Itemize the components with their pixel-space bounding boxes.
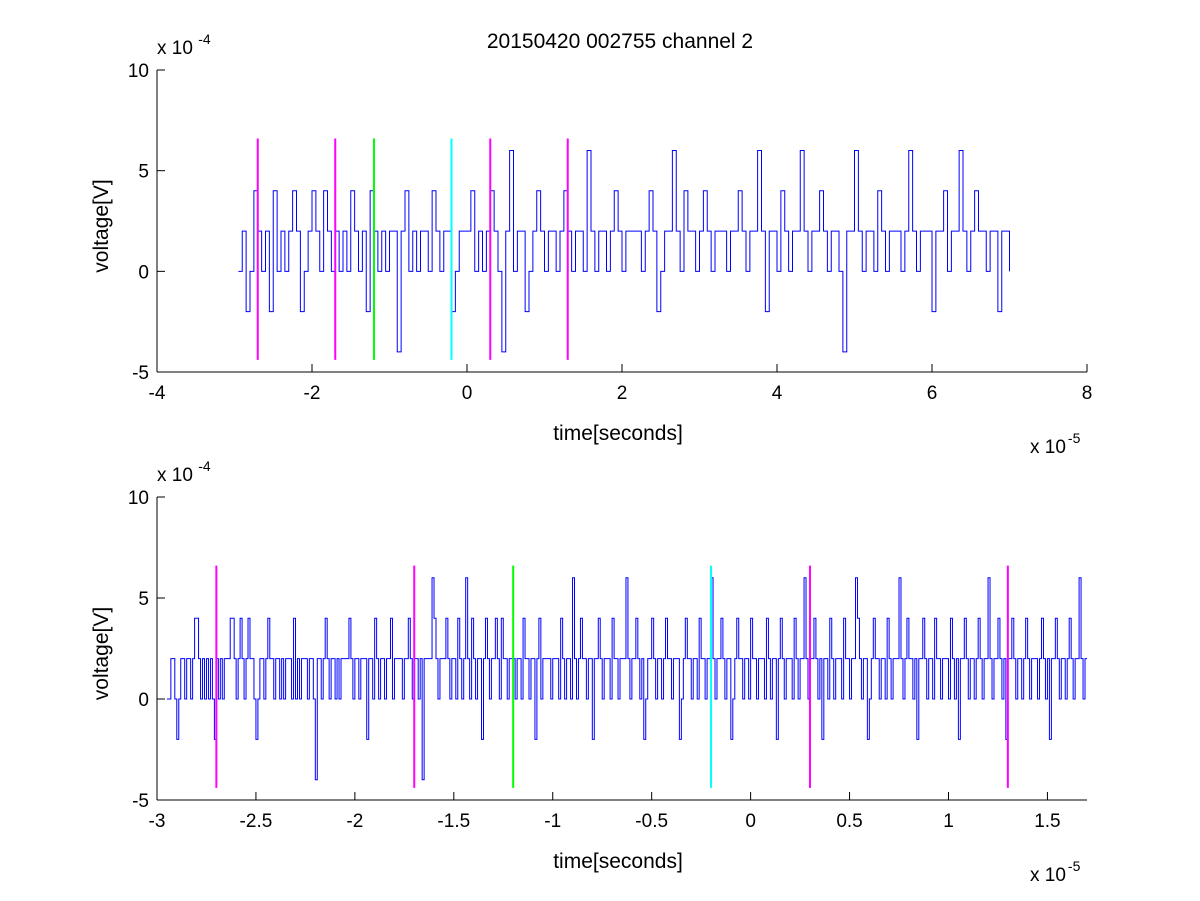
x-tick-label: 0 <box>745 811 756 832</box>
y-tick-label: 0 <box>138 690 149 711</box>
signal-series-line <box>166 577 1087 781</box>
y-tick-label: 10 <box>128 488 149 509</box>
top-subplot: -4 -2 0 2 4 6 8 -5 0 5 10 time[seconds] voltage[V] x … <box>90 31 1092 458</box>
x-tick-label: -2 <box>346 811 363 832</box>
y-tick-label: 0 <box>138 262 149 283</box>
x-axis-label: time[seconds] <box>553 422 683 445</box>
y-tick-label: 5 <box>138 589 149 610</box>
y-exponent-label: x 10 -4 <box>157 458 211 486</box>
y-exponent-label: x 10 -4 <box>157 31 211 59</box>
y-tick-label: 10 <box>128 61 149 82</box>
x-tick-label: 0.5 <box>836 811 862 832</box>
x-tick-label: -0.5 <box>635 811 668 832</box>
y-axis-label: voltage[V] <box>90 607 113 700</box>
x-tick-label: 2 <box>617 383 628 404</box>
x-tick-label: -2 <box>304 383 321 404</box>
x-exponent-label: x 10 -5 <box>1030 858 1081 886</box>
y-tick-label: -5 <box>132 363 149 384</box>
y-tick-label: 5 <box>138 162 149 183</box>
x-tick-label: -1.5 <box>437 811 470 832</box>
x-tick-label: 1 <box>943 811 954 832</box>
y-axis-label: voltage[V] <box>90 179 113 272</box>
bottom-subplot: -3 -2.5 -2 -1.5 -1 -0.5 0 0.5 1 1.5 -5 0 5 10 time[sec… <box>90 458 1087 886</box>
x-tick-label: 0 <box>462 383 473 404</box>
x-tick-label: 6 <box>927 383 938 404</box>
x-tick-label: -4 <box>149 383 166 404</box>
y-tick-label: -5 <box>132 791 149 812</box>
x-axis-label: time[seconds] <box>553 850 683 873</box>
x-exponent-label: x 10 -5 <box>1030 430 1081 458</box>
x-tick-label: 8 <box>1082 383 1093 404</box>
signal-series-line <box>238 150 1010 353</box>
figure-title: 20150420 002755 channel 2 <box>487 30 753 53</box>
x-tick-label: -2.5 <box>240 811 273 832</box>
x-tick-label: -1 <box>544 811 561 832</box>
x-tick-label: 4 <box>772 383 783 404</box>
x-tick-label: -3 <box>149 811 166 832</box>
x-tick-label: 1.5 <box>1034 811 1060 832</box>
